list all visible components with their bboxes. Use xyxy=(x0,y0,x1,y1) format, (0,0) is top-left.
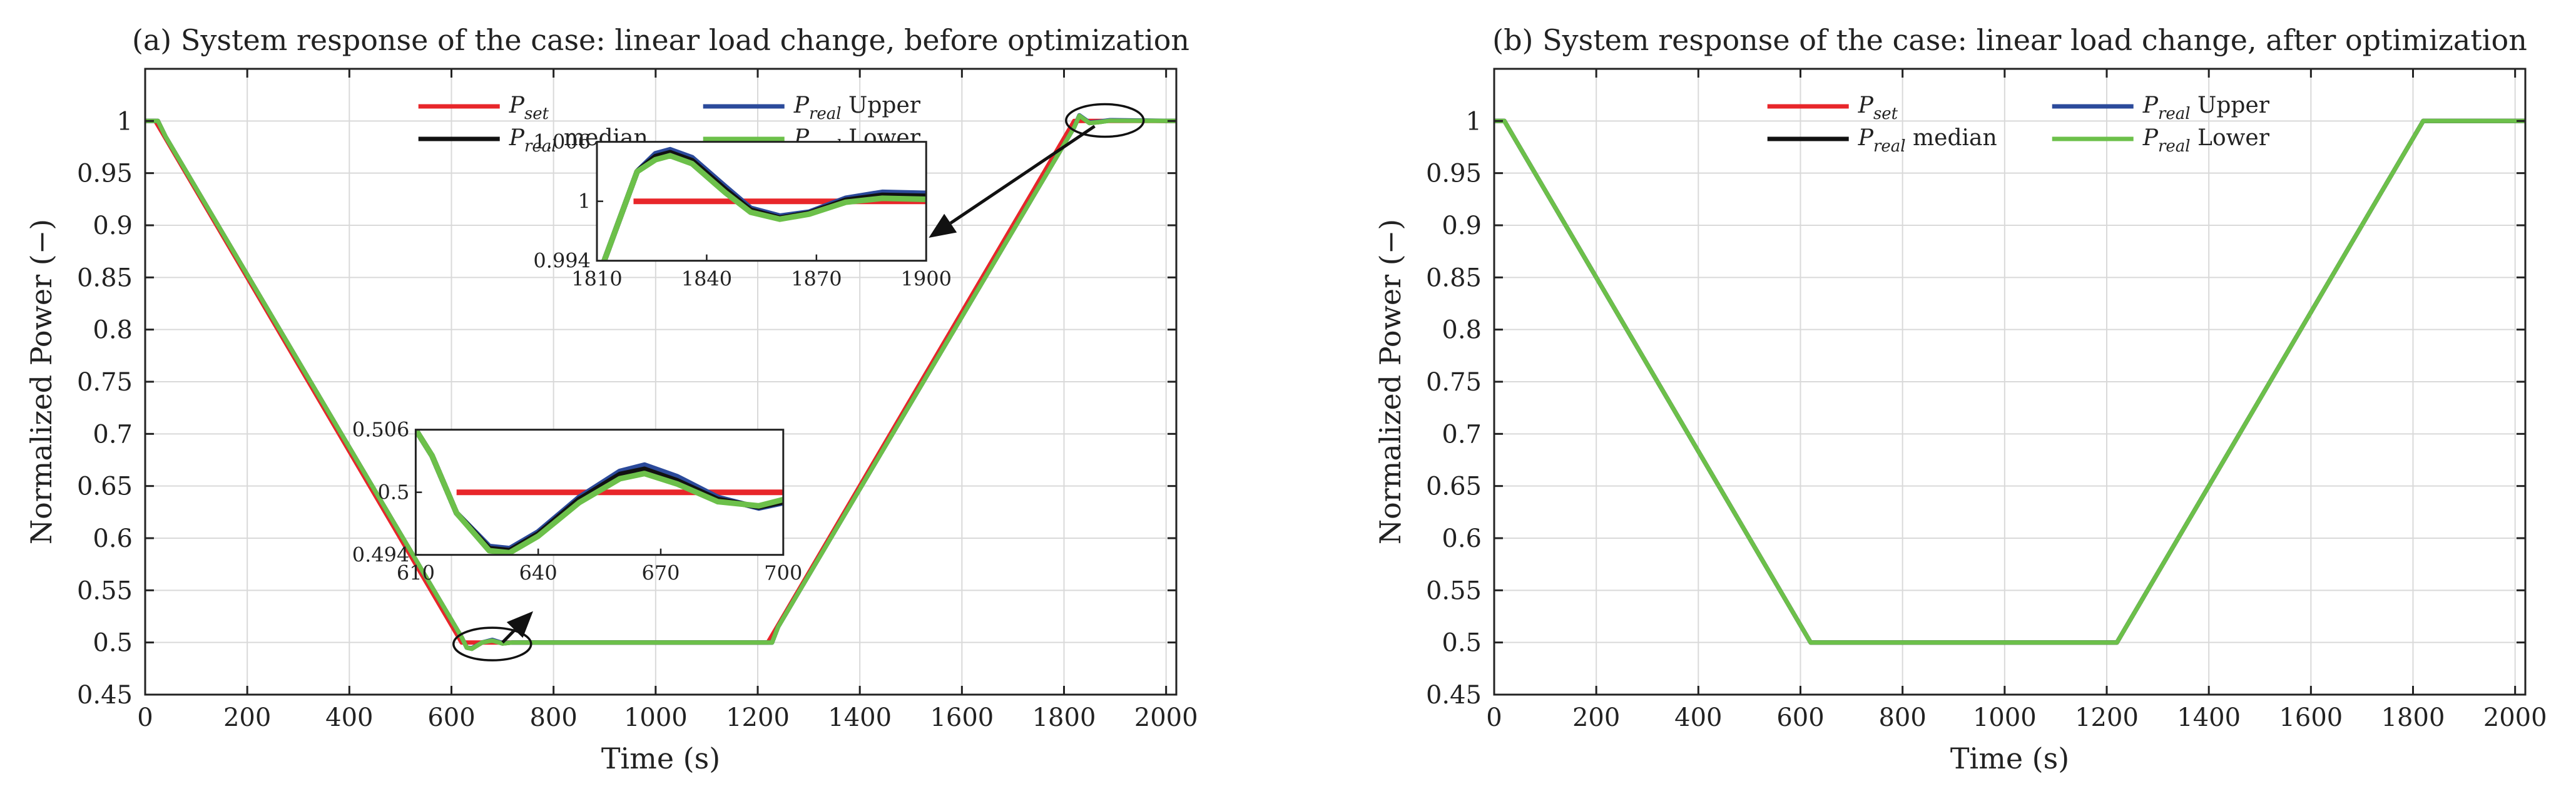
xtick-label: 1600 xyxy=(2279,703,2343,732)
inset-lower: 610 640 670 700 0.494 0.5 0.506 xyxy=(352,418,803,585)
legend-label-set: Pset xyxy=(1858,93,1898,123)
xtick-label: 600 xyxy=(1776,703,1824,732)
ytick-label: 0.85 xyxy=(77,263,133,292)
inset-ytick-label: 0.494 xyxy=(352,543,410,567)
ytick-label: 0.6 xyxy=(1442,524,1482,553)
y-axis-label: Normalized Power (−) xyxy=(1373,219,1407,544)
ytick-label: 0.9 xyxy=(1442,212,1482,240)
arrow-head xyxy=(929,213,957,238)
inset-xtick-label: 640 xyxy=(519,561,557,585)
inset-xtick-label: 1840 xyxy=(681,267,732,291)
inset-ytick-label: 1.006 xyxy=(533,130,591,154)
xtick-label: 1200 xyxy=(726,703,790,732)
xtick-label: 1600 xyxy=(930,703,994,732)
ytick-label: 0.6 xyxy=(93,524,133,553)
xtick-label: 1800 xyxy=(2381,703,2445,732)
xtick-label: 400 xyxy=(325,703,373,732)
ytick-label: 0.55 xyxy=(77,576,133,605)
xtick-label: 200 xyxy=(223,703,271,732)
xtick-label: 800 xyxy=(529,703,577,732)
x-axis-label: Time (s) xyxy=(1950,742,2069,775)
chart-title: (b) System response of the case: linear … xyxy=(1492,23,2527,57)
legend-label-set: Pset xyxy=(509,93,549,123)
arrow-shaft xyxy=(501,628,516,644)
arrow-head xyxy=(506,611,533,638)
xtick-label: 1200 xyxy=(2075,703,2139,732)
xtick-label: 0 xyxy=(1486,703,1502,732)
ytick-label: 0.65 xyxy=(77,472,133,501)
legend-label-upper: Preal Upper xyxy=(2142,93,2270,123)
inset-xtick-label: 1900 xyxy=(901,267,952,291)
legend-label-median: Preal median xyxy=(1858,125,1997,156)
zoom-ellipse xyxy=(452,626,532,661)
inset-ytick-label: 0.994 xyxy=(533,249,591,273)
ytick-label: 0.65 xyxy=(1426,472,1482,501)
chart-title: (a) System response of the case: linear … xyxy=(132,23,1189,57)
inset-xtick-label: 1810 xyxy=(571,267,622,291)
xtick-label: 600 xyxy=(427,703,475,732)
ytick-label: 0.8 xyxy=(1442,316,1482,345)
ytick-label: 0.45 xyxy=(1426,681,1482,710)
ytick-label: 0.45 xyxy=(77,681,133,710)
ytick-label: 0.7 xyxy=(1442,420,1482,449)
ytick-label: 0.75 xyxy=(1426,368,1482,397)
xtick-label: 2000 xyxy=(1134,703,1198,732)
chart-a: 0 200 400 600 800 1000 1200 1400 1600 1800 2000 0.4… xyxy=(24,23,1198,775)
ytick-label: 0.55 xyxy=(1426,576,1482,605)
xtick-label: 200 xyxy=(1572,703,1620,732)
xtick-label: 1000 xyxy=(1973,703,2037,732)
series-line-lower xyxy=(145,113,1177,651)
xtick-label: 800 xyxy=(1878,703,1926,732)
inset-xtick-label: 670 xyxy=(641,561,680,585)
xtick-label: 2000 xyxy=(2483,703,2547,732)
x-axis-label: Time (s) xyxy=(601,742,720,775)
ytick-label: 0.5 xyxy=(1442,629,1482,658)
ytick-label: 0.9 xyxy=(93,212,133,240)
inset-xtick-label: 1870 xyxy=(791,267,842,291)
xtick-label: 0 xyxy=(137,703,153,732)
inset-ytick-label: 1 xyxy=(578,190,591,213)
ytick-label: 1 xyxy=(1466,107,1482,136)
xtick-label: 1400 xyxy=(828,703,892,732)
inset-xtick-label: 610 xyxy=(397,561,435,585)
ytick-label: 0.7 xyxy=(93,420,133,449)
legend-label-lower: Preal Lower xyxy=(2142,125,2270,156)
xtick-label: 1000 xyxy=(624,703,688,732)
ytick-label: 0.85 xyxy=(1426,263,1482,292)
inset-xtick-label: 700 xyxy=(764,561,802,585)
inset-ytick-label: 0.506 xyxy=(352,418,410,442)
chart-b: 0 200 400 600 800 1000 1200 1400 1600 1800 2000 0.4… xyxy=(1373,23,2547,775)
inset-line-lower xyxy=(415,429,783,555)
y-axis-label: Normalized Power (−) xyxy=(24,219,58,544)
xtick-label: 1800 xyxy=(1032,703,1096,732)
ytick-label: 0.95 xyxy=(77,160,133,188)
inset-lines xyxy=(601,146,927,261)
ytick-label: 0.75 xyxy=(77,368,133,397)
ytick-label: 0.95 xyxy=(1426,160,1482,188)
legend-label-upper: Preal Upper xyxy=(793,93,921,123)
arrow-shaft xyxy=(949,125,1096,225)
ytick-label: 1 xyxy=(117,107,133,136)
ytick-label: 0.8 xyxy=(93,316,133,345)
zoom-ellipse xyxy=(1065,103,1145,138)
grid xyxy=(1494,69,2525,695)
inset-ytick-label: 0.5 xyxy=(378,481,410,504)
inset-line-lower xyxy=(601,153,927,261)
xtick-label: 400 xyxy=(1674,703,1722,732)
xtick-label: 1400 xyxy=(2177,703,2241,732)
ytick-label: 0.5 xyxy=(93,629,133,658)
legend: Pset Preal Upper Preal median Preal Lower xyxy=(1767,93,2270,156)
inset-lines xyxy=(415,429,783,555)
inset-upper: 1810 1840 1870 1900 0.994 1 1.006 xyxy=(533,130,952,291)
